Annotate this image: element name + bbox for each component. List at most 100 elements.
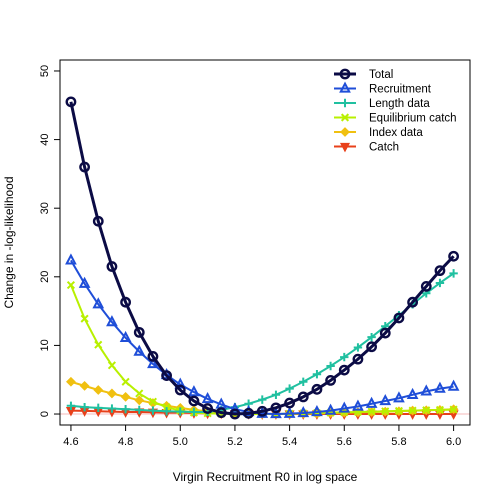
data-point-total (243, 407, 255, 419)
data-point-recruitment (324, 403, 337, 415)
legend-item-index-data: Index data (334, 127, 423, 139)
x-tick-label: 5.0 (173, 436, 188, 448)
data-point-recruitment (338, 401, 351, 413)
data-point-recruitment (174, 377, 187, 389)
data-point-equilibrium-catch (80, 314, 89, 323)
data-point-length-data (367, 332, 376, 342)
legend-item-equilibrium-catch: Equilibrium catch (334, 113, 457, 125)
data-point-recruitment (133, 344, 146, 356)
data-point-equilibrium-catch (422, 406, 431, 415)
data-point-equilibrium-catch (435, 405, 445, 414)
data-point-index-data (107, 388, 117, 399)
legend-label: Catch (369, 142, 399, 154)
legend-label: Equilibrium catch (369, 113, 457, 125)
data-point-length-data (107, 404, 117, 413)
data-point-total (448, 250, 459, 262)
data-point-total (366, 341, 377, 353)
x-axis-label: Virgin Recruitment R0 in log space (173, 470, 358, 484)
data-point-total (352, 353, 364, 365)
data-point-equilibrium-catch (121, 377, 130, 386)
data-point-equilibrium-catch (394, 406, 404, 416)
legend-item-catch: Catch (334, 142, 399, 154)
data-point-total (270, 402, 282, 414)
data-point-total (284, 397, 295, 409)
data-point-total (379, 327, 391, 339)
legend-label: Index data (369, 127, 423, 139)
legend-label: Total (369, 69, 393, 81)
data-point-recruitment (379, 394, 392, 406)
data-point-recruitment (201, 391, 214, 404)
data-point-recruitment (434, 381, 446, 393)
data-point-total (338, 364, 350, 376)
data-point-total (215, 407, 227, 419)
data-point-recruitment (188, 385, 200, 397)
data-point-index-data (93, 385, 104, 395)
data-point-recruitment (119, 330, 132, 343)
data-point-total (120, 296, 132, 308)
y-tick-label: 10 (39, 339, 51, 351)
legend-label: Recruitment (369, 84, 432, 96)
data-point-equilibrium-catch (135, 389, 144, 398)
series-line-total (69, 101, 455, 416)
data-point-recruitment (283, 406, 296, 418)
plot-frame (59, 59, 471, 426)
data-point-recruitment (270, 407, 282, 419)
legend-item-total: Total (334, 68, 393, 81)
data-point-length-data (94, 403, 103, 413)
data-point-recruitment (311, 404, 323, 417)
legend-swatch-marker (340, 127, 350, 137)
data-point-equilibrium-catch (449, 405, 458, 414)
data-point-recruitment (447, 379, 460, 391)
y-axis-label: Change in -log-likelihood (2, 176, 16, 308)
data-point-equilibrium-catch (381, 407, 390, 416)
x-tick-label: 5.6 (337, 436, 352, 448)
data-point-recruitment (106, 315, 118, 327)
data-point-total (229, 408, 241, 420)
data-point-length-data (121, 405, 130, 414)
data-point-total (325, 375, 336, 386)
data-point-total (174, 384, 186, 396)
data-point-index-data (79, 380, 90, 391)
data-point-length-data (285, 384, 294, 393)
data-point-total (92, 215, 104, 227)
y-tick-label: 50 (39, 65, 51, 77)
data-point-length-data (449, 269, 458, 278)
legend: Total Recruitment Length data Equilibrium c… (334, 68, 457, 154)
data-point-recruitment (420, 384, 433, 396)
data-point-length-data (80, 402, 89, 412)
legend-item-recruitment: Recruitment (334, 81, 432, 96)
data-point-recruitment (297, 406, 310, 418)
data-point-total (407, 296, 418, 308)
data-point-length-data (66, 401, 76, 410)
data-point-recruitment (393, 391, 405, 403)
data-point-recruitment (65, 253, 77, 265)
data-point-length-data (435, 278, 445, 288)
legend-swatch-marker (340, 98, 350, 108)
data-point-equilibrium-catch (367, 407, 376, 416)
data-point-total (256, 405, 268, 417)
data-point-length-data (135, 405, 144, 415)
data-point-total (147, 350, 159, 362)
data-point-total (420, 281, 432, 292)
x-tick-label: 4.6 (63, 436, 78, 448)
series-total (65, 96, 459, 420)
data-point-index-data (66, 376, 76, 387)
legend-swatch-marker (339, 68, 351, 80)
data-point-length-data (271, 390, 281, 400)
x-axis: 4.6 4.8 5.0 5.2 5.4 5.6 5.8 6.0 (63, 425, 461, 448)
data-point-total (297, 391, 309, 403)
data-point-recruitment (365, 396, 378, 408)
data-point-length-data (148, 406, 158, 415)
data-point-length-data (176, 407, 185, 416)
data-point-total (188, 395, 200, 407)
data-point-length-data (162, 407, 171, 416)
data-point-total (133, 326, 145, 338)
series-recruitment (65, 253, 460, 419)
data-point-total (79, 161, 91, 173)
data-point-length-data (353, 343, 363, 352)
data-point-total (161, 370, 173, 382)
data-point-total (106, 261, 118, 272)
data-point-recruitment (92, 297, 105, 309)
data-point-index-data (134, 395, 145, 406)
legend-swatch-marker (340, 113, 350, 122)
